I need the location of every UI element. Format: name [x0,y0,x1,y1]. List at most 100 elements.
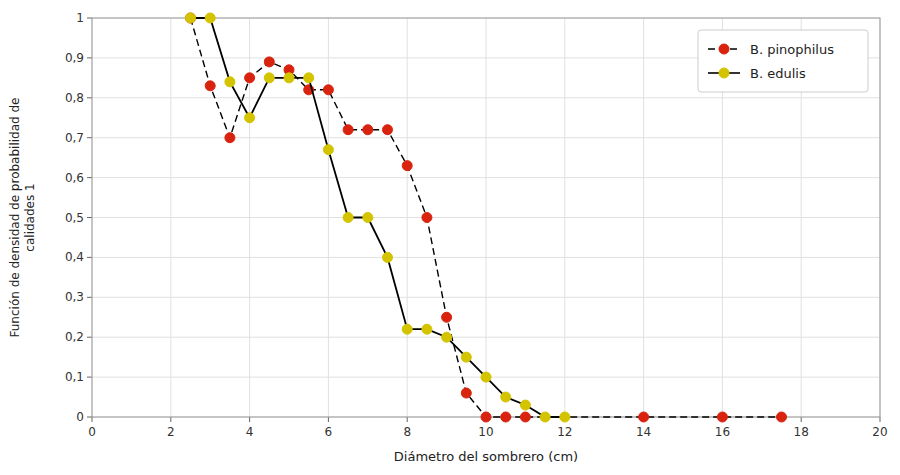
legend-box [698,30,868,92]
series-point [284,73,294,83]
series-point [186,13,196,23]
series-point [461,388,471,398]
tick-y [87,97,92,98]
tick-label-y: 0,8 [65,91,84,105]
tick-y [87,18,92,19]
tick-label-y: 0 [76,410,84,424]
tick-label-x: 2 [167,425,175,439]
series-point [343,125,353,135]
series-point [520,400,530,410]
series-point [777,412,787,422]
series-point [481,412,491,422]
series-point [717,412,727,422]
plot-frame [92,18,880,417]
series-line [191,18,565,417]
series-point [442,332,452,342]
series-point [205,81,215,91]
series-point [363,125,373,135]
series-point [422,213,432,223]
y-axis-label-line: Función de densidad de probabilidad de [8,98,22,338]
grid-line-y [92,217,880,218]
tick-label-y: 1 [76,11,84,25]
tick-y [87,337,92,338]
tick-label-x: 0 [88,425,96,439]
series-point [245,73,255,83]
series-point [639,412,649,422]
series-line [191,18,782,417]
tick-label-y: 0,9 [65,51,84,65]
tick-y [87,297,92,298]
series-point [343,213,353,223]
tick-y [87,57,92,58]
tick-label-y: 0,5 [65,211,84,225]
series-point [481,372,491,382]
tick-x [801,417,802,422]
series-point [501,392,511,402]
grid [92,18,880,417]
tick-label-x: 4 [246,425,254,439]
tick-label-y: 0,6 [65,171,84,185]
series-point [402,161,412,171]
series-point [520,412,530,422]
series-point [383,125,393,135]
tick-label-y: 0,4 [65,250,84,264]
series-point [383,252,393,262]
chart: 0246810121416182000,10,20,30,40,50,60,70… [0,0,900,475]
tick-y [87,417,92,418]
series-point [245,113,255,123]
series-point [186,13,196,23]
tick-x [92,417,93,422]
data [186,13,787,422]
series [186,13,787,422]
tick-label-x: 8 [403,425,411,439]
legend-label: B. edulis [750,66,806,81]
series-point [560,412,570,422]
tick-x [407,417,408,422]
grid-line-y [92,257,880,258]
y-axis-label-line: calidades 1 [23,183,37,251]
grid-line-y [92,97,880,98]
series-point [264,73,274,83]
tick-label-x: 20 [872,425,887,439]
series-point [323,145,333,155]
tick-label-x: 6 [325,425,333,439]
legend-label: B. pinophilus [750,42,834,57]
grid-line-y [92,337,880,338]
series-point [501,412,511,422]
series-point [422,324,432,334]
axes: 0246810121416182000,10,20,30,40,50,60,70… [65,11,888,439]
tick-label-x: 18 [794,425,809,439]
series-point [205,13,215,23]
tick-x [880,417,881,422]
series-point [402,324,412,334]
y-axis-label: Función de densidad de probabilidad deca… [8,98,37,338]
tick-y [87,177,92,178]
series-point [442,312,452,322]
tick-x [249,417,250,422]
tick-x [328,417,329,422]
tick-label-x: 14 [636,425,651,439]
tick-label-y: 0,7 [65,131,84,145]
tick-label-y: 0,1 [65,370,84,384]
grid-line-y [92,137,880,138]
tick-x [170,417,171,422]
grid-line-y [92,177,880,178]
series-point [540,412,550,422]
tick-y [87,137,92,138]
series-point [225,77,235,87]
tick-y [87,377,92,378]
grid-line-y [92,297,880,298]
legend-marker [719,44,729,54]
tick-label-y: 0,2 [65,330,84,344]
series-point [264,57,274,67]
plot-area [92,18,880,417]
series-point [461,352,471,362]
series [186,13,570,422]
tick-label-x: 12 [557,425,572,439]
legend: B. pinophilus B. edulis [698,30,868,92]
series-point [363,213,373,223]
series-point [323,85,333,95]
tick-label-y: 0,3 [65,290,84,304]
series-point [304,73,314,83]
series-point [225,133,235,143]
